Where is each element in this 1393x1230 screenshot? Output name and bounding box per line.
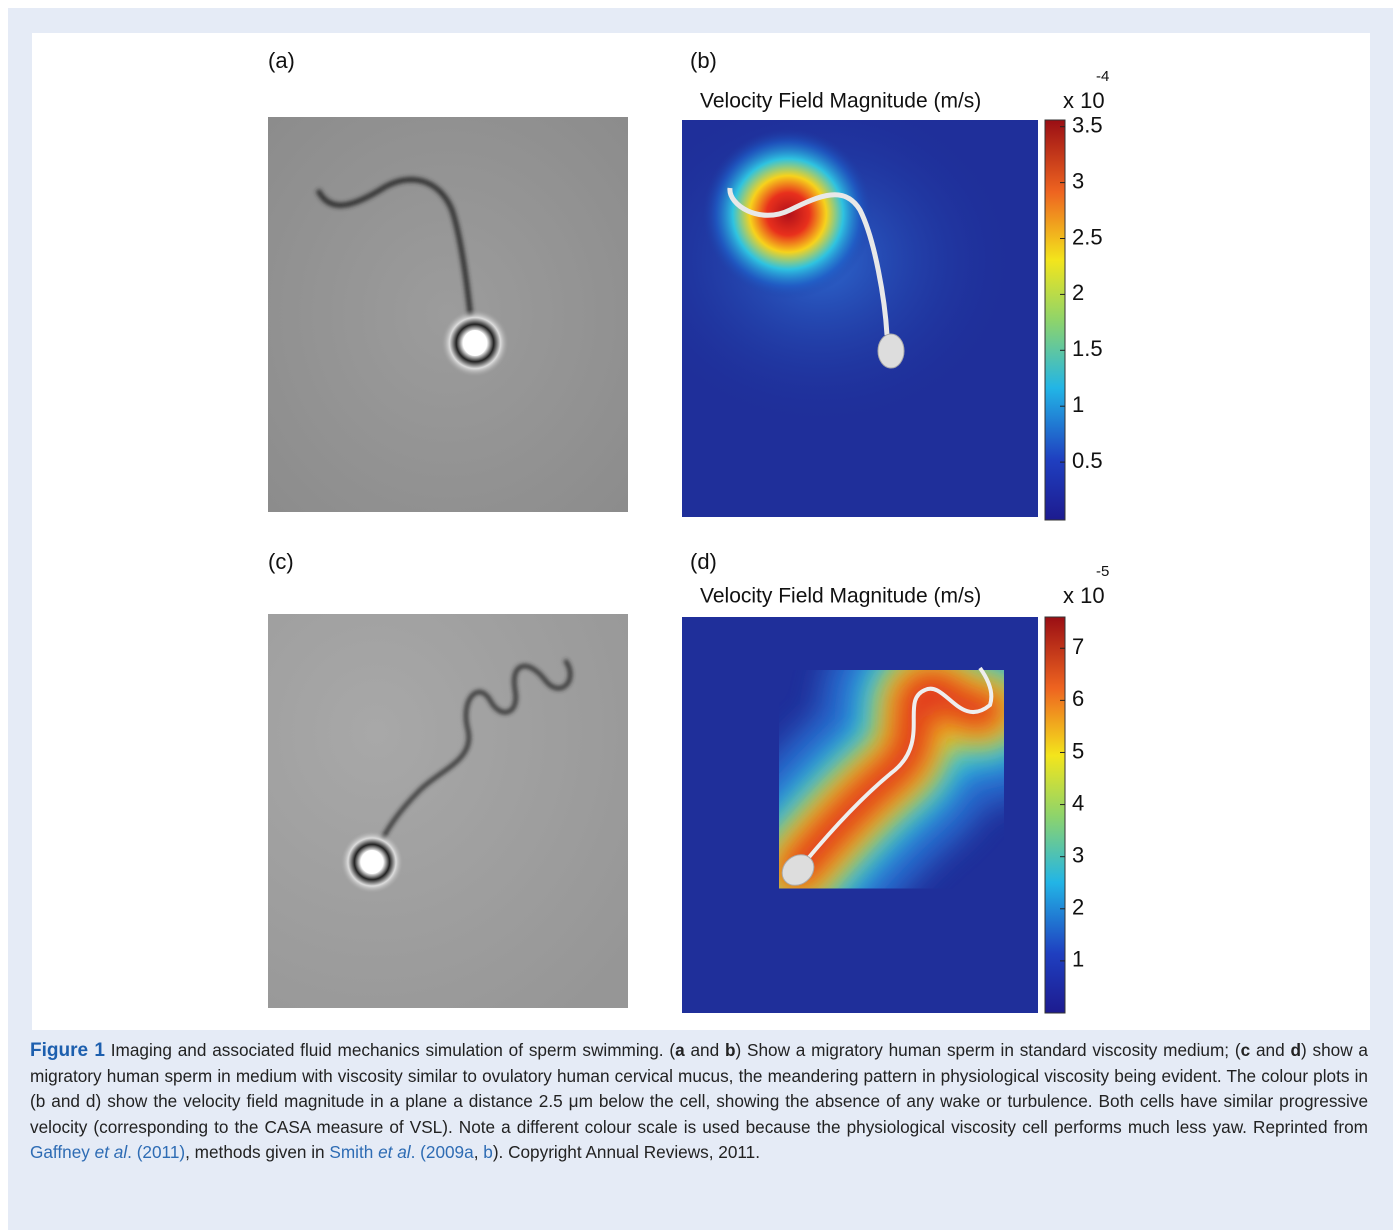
colorbar-tick-label: 2 [1072, 895, 1084, 920]
caption-text: d [1290, 1040, 1301, 1060]
caption-text: ) Show a migratory human sperm in standa… [735, 1040, 1241, 1060]
colorbar-title: Velocity Field Magnitude (m/s) [700, 585, 981, 608]
colorbar-tick-label: 2 [1072, 280, 1084, 305]
velocity-map-b [682, 120, 1038, 517]
caption-text: , methods given in [185, 1142, 330, 1163]
scale-multiplier: x 10 [1063, 583, 1105, 608]
caption-text: ). Copyright Annual Reviews, 2011. [492, 1142, 760, 1163]
caption-text: , [473, 1142, 484, 1163]
reference-link[interactable]: Smith [329, 1142, 379, 1163]
colorbar-tick-label: 4 [1072, 790, 1084, 815]
micrograph-c [268, 614, 628, 1008]
reference-link[interactable]: b [483, 1142, 493, 1163]
panel-label: (b) [690, 48, 717, 73]
panel-label: (d) [690, 549, 717, 574]
caption-text: a [675, 1040, 685, 1060]
colorbar-tick-label: 7 [1072, 634, 1084, 659]
panel-label: (a) [268, 48, 295, 73]
figure-caption: Figure 1 Imaging and associated fluid me… [30, 1038, 1368, 1166]
velocity-map-d [682, 617, 1038, 1013]
scale-exponent: -4 [1096, 68, 1109, 85]
reference-link[interactable]: et al [378, 1142, 411, 1163]
caption-text: Imaging and associated fluid mechanics s… [104, 1040, 676, 1060]
reference-link[interactable]: Gaffney [30, 1142, 95, 1163]
panel-label: (c) [268, 549, 294, 574]
reference-link[interactable]: . (2009a [410, 1142, 474, 1163]
reference-link[interactable]: et al [94, 1142, 128, 1163]
scale-exponent: -5 [1096, 563, 1109, 580]
caption-text: ) show a migratory human sperm in medium… [30, 1040, 1368, 1137]
colorbar-tick-label: 1 [1072, 947, 1084, 972]
colorbar-tick-label: 1 [1072, 392, 1084, 417]
colorbar-d [1044, 616, 1066, 1014]
scale-multiplier: x 10 [1063, 88, 1105, 113]
colorbar-tick-label: 5 [1072, 738, 1084, 763]
colorbar-tick-label: 2.5 [1072, 224, 1103, 249]
caption-text: Figure 1 [30, 1040, 105, 1061]
caption-text: b [724, 1040, 736, 1060]
micrograph-a [268, 117, 628, 512]
colorbar-tick-label: 1.5 [1072, 336, 1103, 361]
colorbar-tick-label: 0.5 [1072, 448, 1103, 473]
reference-link[interactable]: . (2011) [127, 1142, 186, 1163]
caption-text: and [1250, 1040, 1291, 1060]
colorbar-b [1044, 119, 1066, 521]
figure: (a) (b) Velocity Field Magnitude (m/s) x 10… [32, 33, 1370, 1030]
caption-text: c [1240, 1040, 1251, 1060]
colorbar-tick-label: 3.5 [1072, 113, 1103, 138]
colorbar-tick-label: 3 [1072, 842, 1084, 867]
colorbar-tick-label: 6 [1072, 686, 1084, 711]
colorbar-title: Velocity Field Magnitude (m/s) [700, 90, 981, 113]
colorbar-tick-label: 3 [1072, 168, 1084, 193]
caption-text: and [684, 1040, 725, 1060]
